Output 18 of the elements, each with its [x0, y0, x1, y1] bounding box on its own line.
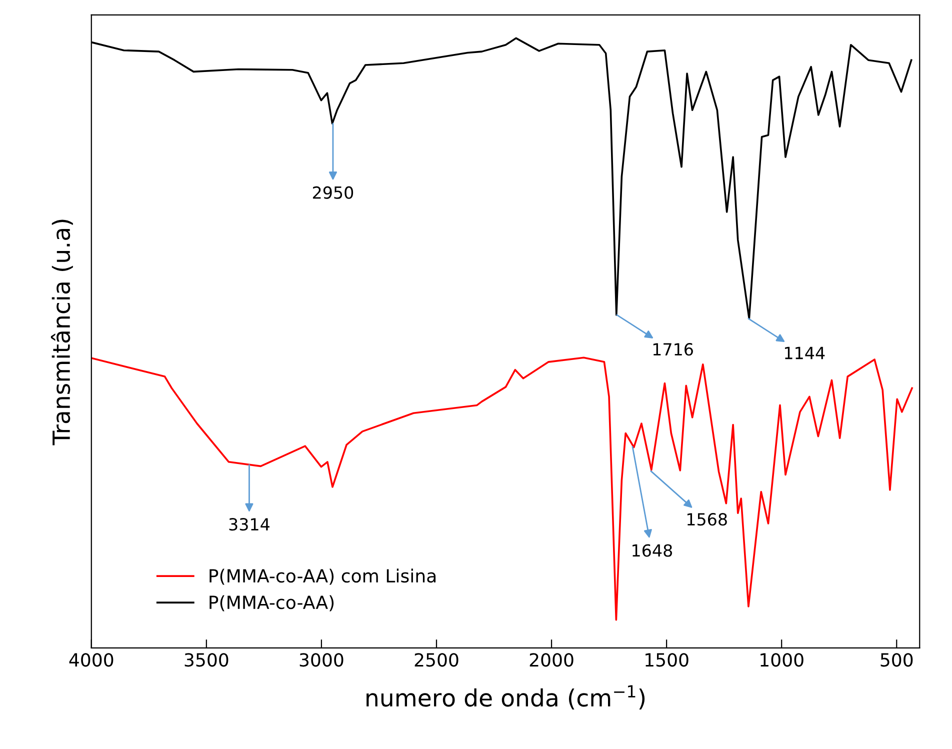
legend-label: P(MMA-co-AA) com Lisina — [210, 568, 436, 585]
x-tick-label: 2000 — [530, 653, 574, 667]
x-tick-label: 4000 — [69, 653, 114, 667]
annotation: 1144 — [785, 346, 825, 360]
x-tick-label: 1000 — [760, 653, 804, 667]
legend-label: P(MMA-co-AA) — [210, 595, 334, 612]
annotation: 1648 — [632, 544, 672, 557]
annotation: 1568 — [687, 513, 727, 526]
x-tick-label: 500 — [880, 653, 913, 667]
annotation: 2950 — [312, 186, 354, 199]
x-tick-label: 3000 — [300, 653, 344, 667]
y-axis-title: Transmitância (u.a) — [50, 220, 73, 446]
x-tick-label: 1500 — [646, 653, 688, 667]
x-axis-title: numero de onda (cm$^{−1}$) — [366, 685, 645, 710]
annotation: 3314 — [229, 518, 270, 531]
annotation: 1716 — [653, 343, 693, 356]
x-tick-label: 3500 — [184, 653, 228, 667]
x-tick-label: 2500 — [414, 653, 458, 667]
